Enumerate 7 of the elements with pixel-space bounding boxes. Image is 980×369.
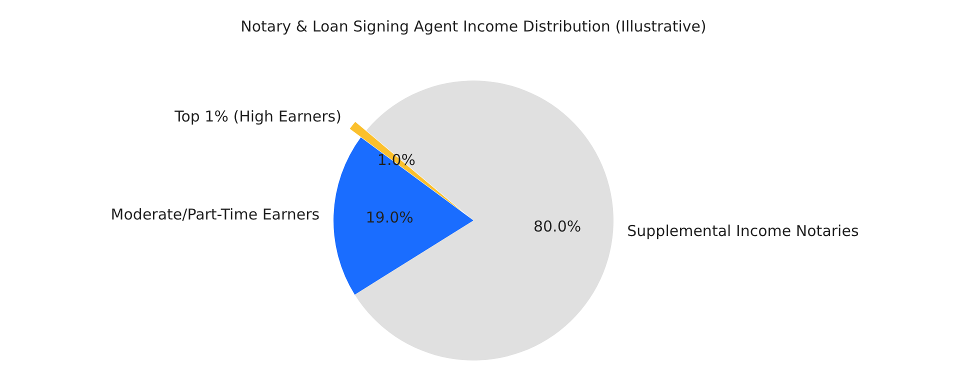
slice-label: Supplemental Income Notaries bbox=[627, 222, 859, 240]
chart-title: Notary & Loan Signing Agent Income Distribution (Illustrative) bbox=[240, 18, 706, 36]
data-label: 19.0% bbox=[366, 208, 414, 226]
data-label: 1.0% bbox=[377, 150, 416, 169]
slice-label: Top 1% (High Earners) bbox=[174, 108, 342, 126]
data-label: 80.0% bbox=[533, 217, 582, 236]
slice-label: Moderate/Part-Time Earners bbox=[110, 206, 320, 224]
